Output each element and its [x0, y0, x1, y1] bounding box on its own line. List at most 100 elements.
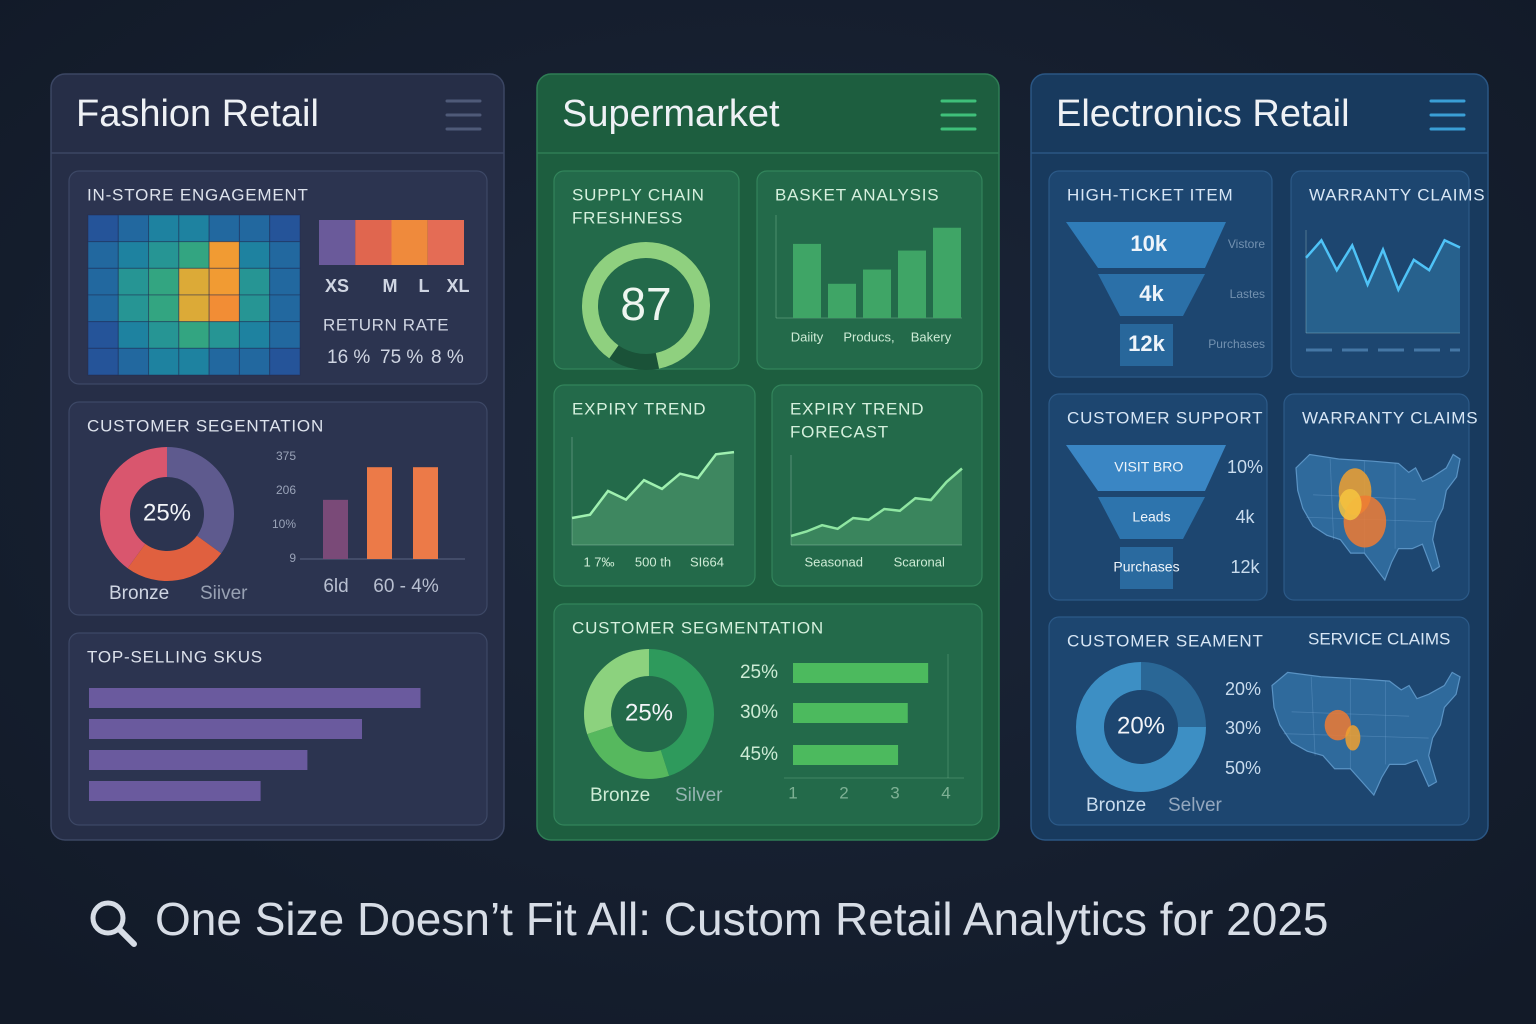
legend-label: Silver — [675, 785, 723, 806]
x-tick-label: 4 — [941, 783, 950, 802]
card: IN-STORE ENGAGEMENT XS M L XL RETURN RATE 16 %… — [68, 170, 488, 385]
donut-center: 25% — [625, 699, 673, 726]
panel-title: Supermarket — [562, 93, 780, 135]
funnel-stage-label: VISIT BRO — [1114, 459, 1183, 475]
card: CUSTOMER SEGMENTATION 25% Bronze Silver 25% 3… — [553, 603, 983, 826]
heatmap-cell — [148, 321, 180, 349]
heatmap-cell — [148, 241, 180, 269]
card-title: FORECAST — [790, 422, 889, 441]
heatmap-cell — [148, 347, 180, 376]
x-tick-label: 1 — [788, 783, 797, 802]
heatmap-cell — [117, 214, 150, 243]
x-label: Scaronal — [894, 554, 945, 569]
bar — [323, 499, 348, 559]
card: SUPPLY CHAIN FRESHNESS 87 — [553, 170, 740, 370]
us-map — [1271, 671, 1461, 797]
legend-label: Siiver — [200, 583, 248, 604]
heatmap-cell — [117, 321, 150, 349]
card-title: WARRANTY CLAIMS — [1302, 408, 1478, 427]
heatmap-cell — [117, 241, 150, 269]
map-border — [1310, 676, 1316, 756]
heatmap-cell — [87, 321, 119, 349]
map-title: SERVICE CLAIMS — [1308, 629, 1450, 648]
heatmap-cell — [238, 321, 271, 349]
x-label: Bakery — [911, 329, 952, 344]
donut-segment — [584, 649, 649, 735]
funnel-side-label: Vistore — [1228, 237, 1265, 251]
panel-title: Electronics Retail — [1056, 93, 1350, 135]
funnel-stage — [1098, 497, 1205, 539]
funnel-stage-label: Purchases — [1113, 559, 1179, 575]
funnel-side-label: 12k — [1230, 557, 1260, 577]
legend-label: Bronze — [590, 785, 650, 806]
donut-segment — [1076, 662, 1206, 792]
funnel-stage — [1120, 547, 1173, 589]
funnel-stage-label: 12k — [1128, 331, 1165, 356]
line — [571, 450, 735, 520]
heatmap-cell — [269, 294, 301, 323]
size-label: XS — [325, 276, 349, 296]
card: EXPIRY TREND FORECAST Seasonad Scaronal — [771, 384, 983, 587]
bar — [367, 467, 392, 559]
y-tick-label: 10% — [272, 517, 296, 531]
heatmap-cell — [178, 347, 210, 376]
heatmap-cell — [269, 321, 301, 349]
funnel-side-label: 4k — [1235, 507, 1255, 527]
card-title: WARRANTY CLAIMS — [1309, 185, 1485, 204]
card: TOP-SELLING SKUS — [68, 632, 488, 826]
donut-segment — [1141, 662, 1206, 727]
heatmap-cell — [238, 294, 271, 323]
donut-segment — [649, 649, 715, 776]
heatmap-cell — [87, 214, 119, 243]
gauge-value: 87 — [620, 278, 671, 330]
heatmap-cell — [178, 214, 210, 243]
donut-center: 20% — [1117, 712, 1165, 739]
return-rate-value: 8 % — [431, 347, 464, 368]
card-title: FRESHNESS — [572, 208, 683, 227]
x-label: Seasonad — [804, 554, 863, 569]
heatmap-cell — [148, 294, 180, 323]
bar — [898, 250, 926, 318]
heatmap-cell — [178, 267, 210, 296]
card-frame — [1290, 170, 1470, 378]
x-label: 1 7‰ — [583, 554, 614, 569]
heatmap-cell — [117, 347, 150, 376]
size-block — [319, 220, 356, 265]
x-label: SI664 — [690, 554, 724, 569]
size-label: M — [383, 276, 398, 296]
funnel-stage — [1066, 222, 1226, 268]
return-rate-value: 75 % — [380, 347, 423, 368]
map-heat — [1338, 489, 1362, 521]
heatmap-cell — [269, 214, 301, 243]
card-title: EXPIRY TREND — [790, 399, 924, 418]
bar-label: 30% — [740, 702, 778, 723]
bar — [793, 745, 899, 765]
heatmap-cell — [238, 347, 271, 376]
card-title: TOP-SELLING SKUS — [87, 647, 263, 666]
gauge-arc — [582, 242, 710, 369]
panel: Electronics Retail HIGH-TICKET ITEM 10k Vis… — [1030, 73, 1489, 841]
card-frame — [771, 384, 983, 587]
bar — [89, 719, 362, 739]
size-block — [391, 220, 428, 265]
heatmap-cell — [117, 267, 150, 296]
bar — [863, 269, 891, 318]
card-title: EXPIRY TREND — [572, 399, 706, 418]
y-tick-label: 375 — [276, 449, 296, 463]
panel-title: Fashion Retail — [76, 93, 319, 135]
map-border — [1329, 458, 1334, 540]
heatmap-cell — [238, 267, 271, 296]
heatmap-cell — [208, 347, 240, 376]
heatmap-cell — [208, 321, 240, 349]
heatmap-cell — [148, 267, 180, 296]
map-heat — [1324, 709, 1351, 741]
size-block — [427, 220, 464, 265]
funnel-stage-label: Leads — [1132, 509, 1170, 525]
bar — [828, 283, 856, 318]
heatmap-cell — [208, 267, 240, 296]
heatmap-cell — [178, 241, 210, 269]
donut-segment — [167, 447, 234, 554]
card-title: HIGH-TICKET ITEM — [1067, 185, 1233, 204]
line — [790, 467, 963, 538]
caption: One Size Doesn’t Fit All: Custom Retail … — [155, 893, 1329, 945]
